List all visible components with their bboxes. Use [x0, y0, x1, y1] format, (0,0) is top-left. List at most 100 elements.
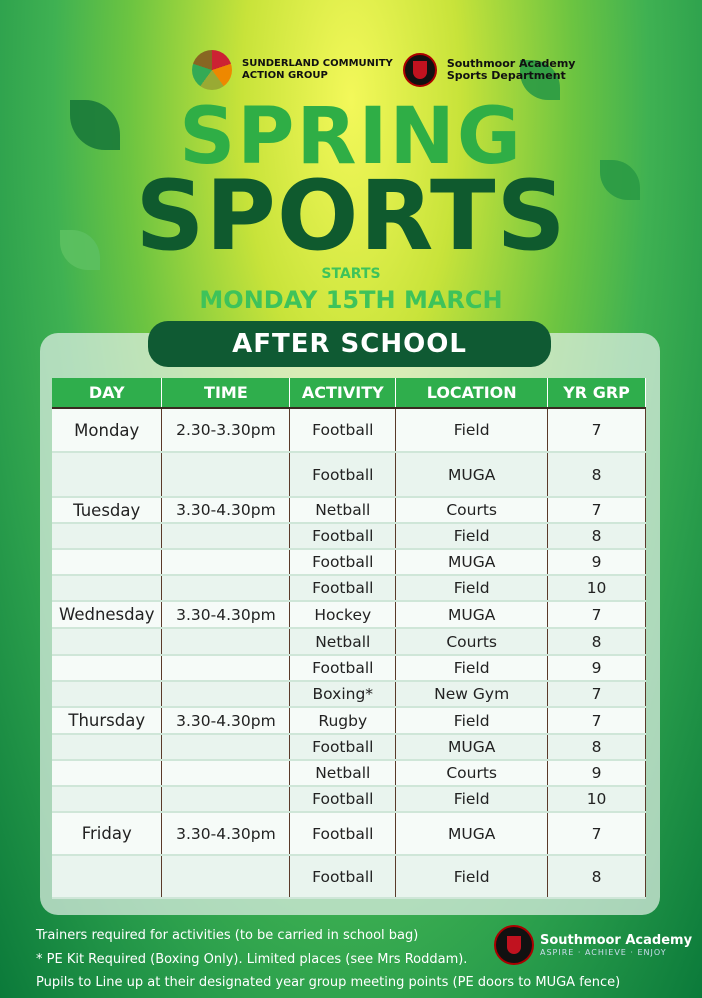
title-sports: SPORTS — [135, 160, 567, 272]
day-cell: Thursday — [52, 706, 163, 735]
year-group-cell: 7 — [547, 811, 646, 856]
table-row: Thursday 3.30-4.30pm Rugby Field 7 — [52, 706, 646, 735]
day-cell — [52, 452, 163, 498]
banner-title: AFTER SCHOOL PROVISION — [148, 321, 551, 405]
location-cell: Field — [395, 575, 549, 602]
column-header: TIME — [161, 378, 291, 408]
table-row: Football Field 8 — [52, 855, 646, 899]
time-cell — [161, 549, 291, 576]
table-row: Netball Courts 9 — [52, 760, 646, 787]
sca-logo-text: SUNDERLAND COMMUNITY ACTION GROUP — [242, 58, 393, 82]
activity-cell: Netball — [289, 496, 397, 524]
table-row: Football MUGA 8 — [52, 452, 646, 498]
footer-note: Pupils to Line up at their designated ye… — [36, 975, 621, 990]
table-row: Friday 3.30-4.30pm Football MUGA 7 — [52, 811, 646, 856]
activity-cell: Football — [289, 452, 397, 498]
table-row: Football Field 10 — [52, 786, 646, 813]
footer-school-logo: Southmoor Academy ASPIRE · ACHIEVE · ENJO… — [494, 925, 692, 965]
day-cell — [52, 549, 163, 576]
activity-cell: Boxing* — [289, 681, 397, 708]
school-motto: ASPIRE · ACHIEVE · ENJOY — [540, 948, 667, 957]
school-crest-icon — [402, 53, 437, 87]
year-group-cell: 9 — [547, 549, 646, 576]
table-row: Tuesday 3.30-4.30pm Netball Courts 7 — [52, 496, 646, 524]
table-row: Wednesday 3.30-4.30pm Hockey MUGA 7 — [52, 600, 646, 629]
table-row: Boxing* New Gym 7 — [52, 681, 646, 708]
activity-cell: Football — [289, 734, 397, 761]
footer-note: * PE Kit Required (Boxing Only). Limited… — [36, 952, 468, 967]
day-cell: Friday — [52, 811, 163, 856]
sa-line2: Sports Department — [446, 69, 566, 82]
activity-cell: Football — [289, 655, 397, 682]
partner-logos: SUNDERLAND COMMUNITY ACTION GROUP Southmo… — [192, 50, 575, 90]
location-cell: MUGA — [395, 600, 549, 629]
time-cell: 2.30-3.30pm — [161, 407, 291, 453]
time-cell — [161, 681, 291, 708]
activity-cell: Football — [289, 855, 397, 899]
day-cell — [52, 760, 163, 787]
location-cell: MUGA — [395, 452, 549, 498]
year-group-cell: 8 — [547, 523, 646, 550]
year-group-cell: 10 — [547, 575, 646, 602]
activity-cell: Football — [289, 811, 397, 856]
sa-logo-text: Southmoor Academy Sports Department — [447, 58, 576, 82]
location-cell: MUGA — [395, 734, 549, 761]
sca-hands-logo-icon — [192, 50, 232, 90]
table-row: Football Field 10 — [52, 575, 646, 602]
sca-line2: ACTION GROUP — [242, 70, 328, 81]
year-group-cell: 9 — [547, 760, 646, 787]
sca-line1: SUNDERLAND COMMUNITY — [242, 58, 393, 69]
location-cell: MUGA — [395, 549, 549, 576]
title-spring: SPRING — [179, 92, 523, 182]
time-cell — [161, 575, 291, 602]
table-row: Monday 2.30-3.30pm Football Field 7 — [52, 407, 646, 453]
school-name: Southmoor Academy — [540, 933, 693, 948]
column-header: YR GRP — [547, 378, 646, 408]
location-cell: Courts — [395, 628, 549, 656]
day-cell — [52, 855, 163, 899]
activity-cell: Rugby — [289, 706, 397, 735]
location-cell: New Gym — [395, 681, 549, 708]
location-cell: Field — [395, 855, 549, 899]
activity-cell: Football — [289, 549, 397, 576]
year-group-cell: 9 — [547, 655, 646, 682]
activity-cell: Hockey — [289, 600, 397, 629]
time-cell: 3.30-4.30pm — [161, 706, 291, 735]
day-cell: Wednesday — [52, 600, 163, 629]
activity-cell: Football — [289, 523, 397, 550]
year-group-cell: 7 — [547, 681, 646, 708]
time-cell — [161, 628, 291, 656]
activity-cell: Football — [289, 407, 397, 453]
footer-note: Trainers required for activities (to be … — [36, 928, 419, 943]
activity-cell: Netball — [289, 628, 397, 656]
time-cell — [161, 786, 291, 813]
time-cell: 3.30-4.30pm — [161, 600, 291, 629]
starts-label: STARTS — [321, 266, 381, 282]
time-cell: 3.30-4.30pm — [161, 811, 291, 856]
table-row: Football Field 8 — [52, 523, 646, 550]
year-group-cell: 7 — [547, 706, 646, 735]
time-cell — [161, 452, 291, 498]
day-cell: Tuesday — [52, 496, 163, 524]
table-row: Football Field 9 — [52, 655, 646, 682]
day-cell — [52, 681, 163, 708]
time-cell — [161, 855, 291, 899]
time-cell — [161, 734, 291, 761]
location-cell: Field — [395, 407, 549, 453]
day-cell: Monday — [52, 407, 163, 453]
day-cell — [52, 523, 163, 550]
day-cell — [52, 628, 163, 656]
year-group-cell: 10 — [547, 786, 646, 813]
column-header: ACTIVITY — [289, 378, 397, 408]
year-group-cell: 8 — [547, 734, 646, 761]
time-cell — [161, 523, 291, 550]
year-group-cell: 8 — [547, 628, 646, 656]
year-group-cell: 7 — [547, 496, 646, 524]
location-cell: Courts — [395, 760, 549, 787]
table-row: Football MUGA 9 — [52, 549, 646, 576]
location-cell: Field — [395, 706, 549, 735]
sa-line1: Southmoor Academy — [446, 57, 576, 70]
time-cell: 3.30-4.30pm — [161, 496, 291, 524]
day-cell — [52, 786, 163, 813]
table-row: Football MUGA 8 — [52, 734, 646, 761]
